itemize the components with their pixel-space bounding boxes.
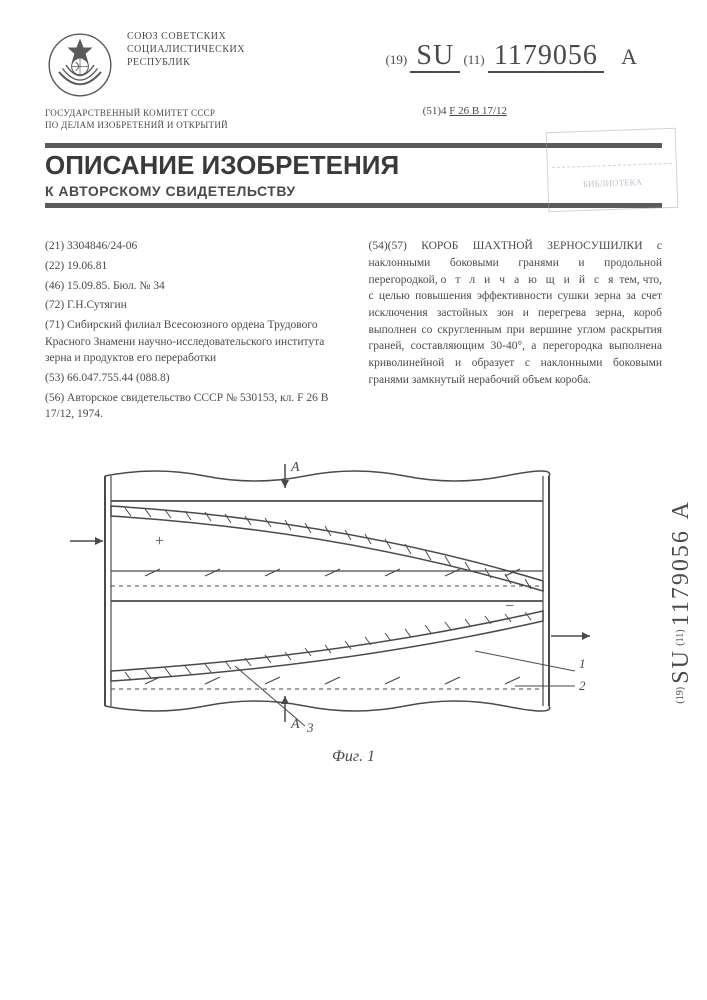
figure-svg: +: [45, 446, 605, 736]
side-number-val: 1179056: [668, 529, 694, 626]
country-code: SU: [410, 40, 460, 73]
committee-block: ГОСУДАРСТВЕННЫЙ КОМИТЕТ СССР ПО ДЕЛАМ ИЗ…: [45, 108, 662, 131]
field-21: (21) 3304846/24-06: [45, 238, 339, 255]
union-line3: РЕСПУБЛИК: [127, 56, 245, 69]
left-column: (21) 3304846/24-06 (22) 19.06.81 (46) 15…: [45, 238, 339, 426]
abstract-otl: о т л и ч а ю щ и й с я: [441, 274, 617, 286]
union-header: СОЮЗ СОВЕТСКИХ СОЦИАЛИСТИЧЕСКИХ РЕСПУБЛИ…: [127, 30, 245, 69]
side-code19: (19): [675, 687, 686, 704]
union-line2: СОЦИАЛИСТИЧЕСКИХ: [127, 43, 245, 56]
figure-label: Фиг. 1: [332, 748, 375, 766]
side-publication-number: (19) SU (11) 1179056 A: [668, 500, 695, 708]
svg-text:−: −: [505, 598, 514, 615]
section-mark-top: A: [290, 460, 300, 475]
code-11: (11): [463, 52, 484, 67]
abstract-code: (54)(57): [369, 240, 407, 252]
right-column: (54)(57) КОРОБ ШАХТНОЙ ЗЕРНОСУШИЛКИ с на…: [369, 238, 663, 426]
section-mark-bot: A: [290, 717, 300, 732]
committee-line1: ГОСУДАРСТВЕННЫЙ КОМИТЕТ СССР: [45, 108, 662, 120]
ref-2: 2: [579, 678, 586, 693]
ipc-code: (51)4: [423, 105, 447, 117]
side-code11: (11): [675, 629, 686, 645]
field-53: (53) 66.047.755.44 (088.8): [45, 370, 339, 387]
doc-suffix: A: [621, 44, 637, 69]
library-stamp: БИБЛИОТЕКА: [546, 128, 679, 212]
publication-number: (19) SU (11) 1179056 A: [385, 40, 637, 72]
field-46: (46) 15.09.85. Бюл. № 34: [45, 278, 339, 295]
committee-line2: ПО ДЕЛАМ ИЗОБРЕТЕНИЙ И ОТКРЫТИЙ: [45, 120, 662, 132]
stamp-text: БИБЛИОТЕКА: [552, 176, 672, 190]
ref-1: 1: [579, 656, 586, 671]
svg-text:+: +: [155, 533, 164, 550]
figure-1: +: [45, 446, 662, 766]
ref-3: 3: [306, 720, 314, 735]
ussr-emblem: [45, 30, 115, 100]
doc-number: 1179056: [488, 40, 604, 73]
code-19: (19): [385, 52, 407, 67]
side-cc: SU: [668, 649, 694, 684]
ipc-classification: (51)4 F 26 B 17/12: [423, 105, 507, 117]
field-22: (22) 19.06.81: [45, 258, 339, 275]
side-suffix: A: [668, 500, 694, 519]
union-line1: СОЮЗ СОВЕТСКИХ: [127, 30, 245, 43]
field-72: (72) Г.Н.Сутягин: [45, 297, 339, 314]
field-56: (56) Авторское свидетельство СССР № 5301…: [45, 390, 339, 423]
field-71: (71) Сибирский филиал Всесоюзного ордена…: [45, 317, 339, 367]
abstract-title: КОРОБ ШАХТНОЙ ЗЕРНОСУШИЛКИ: [421, 240, 642, 252]
abstract-body-2: тем, что, с целью повышения эффективност…: [369, 274, 663, 386]
ipc-value: F 26 B 17/12: [449, 105, 507, 117]
